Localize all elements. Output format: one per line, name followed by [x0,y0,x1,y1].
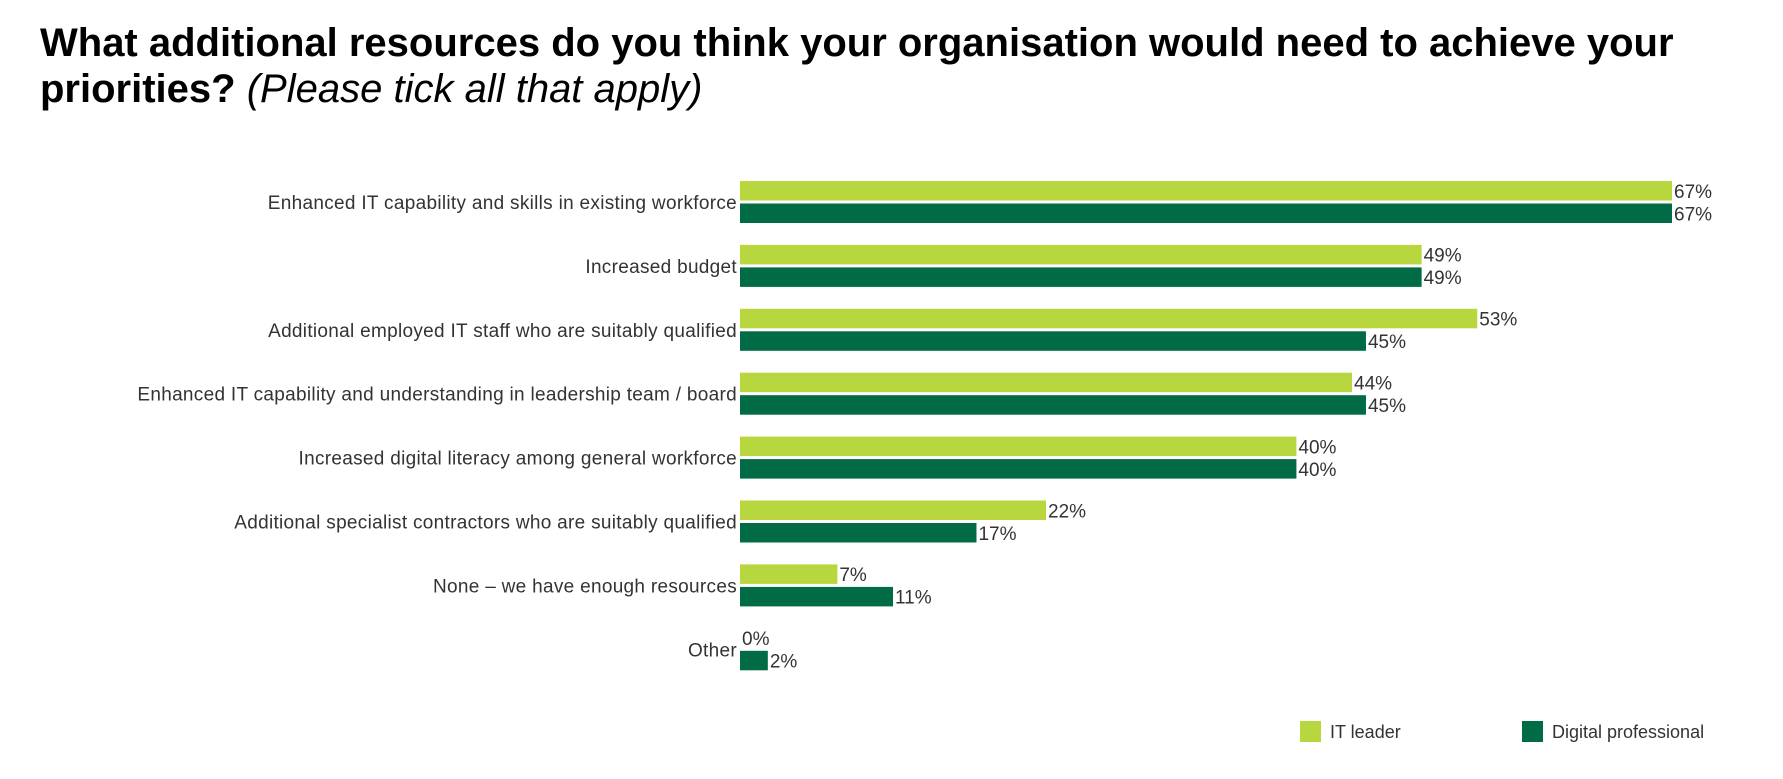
data-label: 40% [1298,437,1336,458]
data-label: 7% [839,565,867,586]
data-label: 11% [895,588,932,609]
data-label: 45% [1368,332,1406,353]
data-label: 44% [1354,373,1392,394]
chart-title: What additional resources do you think y… [40,20,1740,112]
data-label: 53% [1479,310,1517,331]
category-label: Additional employed IT staff who are sui… [268,321,737,342]
category-label: Other [688,640,737,661]
it-leader-bar [740,500,1047,520]
it-leader-bar [740,244,1422,265]
data-label: 49% [1424,246,1462,267]
data-label: 67% [1674,182,1712,203]
data-label: 17% [978,524,1016,545]
legend-label: Digital professional [1552,722,1704,742]
data-label: 2% [770,652,798,673]
digital-professional-bar [740,586,894,607]
data-label: 40% [1298,460,1336,481]
digital-professional-bar [740,650,768,671]
data-label: 0% [742,629,770,650]
it-leader-bar [740,372,1353,393]
category-label: Increased digital literacy among general… [299,449,738,470]
category-label: Increased budget [585,257,737,278]
digital-professional-bar [740,203,1672,223]
data-label: 22% [1048,501,1086,522]
legend-swatch [1522,721,1543,742]
data-label: 49% [1424,268,1462,289]
it-leader-bar [740,564,838,584]
digital-professional-bar [740,523,977,543]
chart-title-note: (Please tick all that apply) [246,67,703,111]
it-leader-bar [740,436,1297,457]
digital-professional-bar [740,395,1366,415]
category-label: Enhanced IT capability and skills in exi… [268,193,737,214]
category-label: None – we have enough resources [433,576,737,597]
it-leader-bar [740,308,1478,329]
digital-professional-bar [740,459,1297,479]
it-leader-bar [740,181,1672,201]
legend-label: IT leader [1330,722,1401,742]
digital-professional-bar [740,331,1366,351]
data-label: 45% [1368,396,1406,417]
category-label: Additional specialist contractors who ar… [234,513,737,534]
legend-swatch [1300,721,1321,742]
digital-professional-bar [740,267,1422,287]
chart-title-main: What additional resources do you think y… [40,21,1674,111]
data-label: 67% [1674,204,1712,225]
category-label: Enhanced IT capability and understanding… [137,385,737,406]
